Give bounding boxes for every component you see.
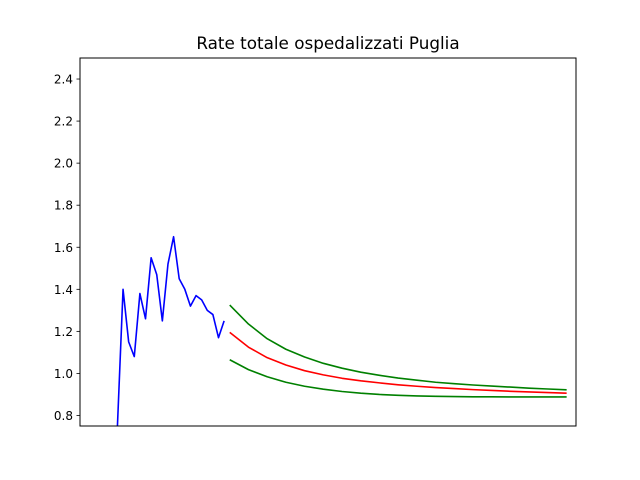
y-tick-label: 1.6 (54, 241, 73, 255)
y-tick-label: 1.4 (54, 283, 73, 297)
y-tick-label: 2.4 (54, 73, 73, 87)
series-line-observed (116, 235, 225, 426)
y-tick-label: 1.2 (54, 325, 73, 339)
y-tick-label: 0.8 (54, 409, 73, 423)
series-line-lower (229, 359, 567, 398)
series-line-forecast (229, 331, 567, 394)
axes-frame (79, 57, 577, 427)
chart-title: Rate totale ospedalizzati Puglia (196, 33, 459, 53)
y-tick-label: 1.0 (54, 367, 73, 381)
series-line-upper (229, 304, 567, 391)
plot-area: 0.8 1.0 1.2 1.4 1.6 1.8 2.0 2.2 2.4 (54, 73, 567, 426)
y-tick-label: 2.2 (54, 115, 73, 129)
y-tick-label: 2.0 (54, 157, 73, 171)
y-tick-label: 1.8 (54, 199, 73, 213)
